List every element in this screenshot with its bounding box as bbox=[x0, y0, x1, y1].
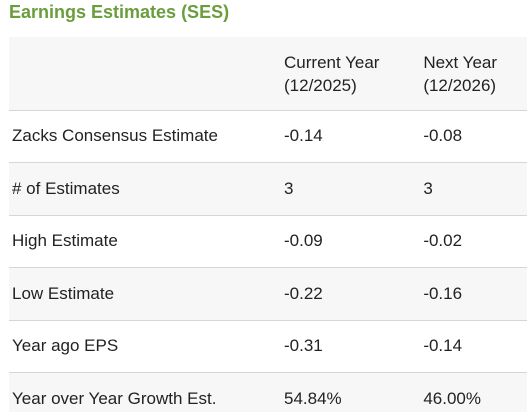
table-row: Year over Year Growth Est. 54.84% 46.00% bbox=[9, 372, 527, 412]
table-row: Zacks Consensus Estimate -0.14 -0.08 bbox=[9, 110, 527, 163]
row-label: High Estimate bbox=[12, 231, 118, 251]
current-year-value: -0.22 bbox=[284, 283, 323, 303]
next-year-value: 46.00% bbox=[423, 389, 481, 408]
header-current-year: Current Year (12/2025) bbox=[284, 37, 423, 110]
header-empty-cell bbox=[9, 37, 284, 110]
table-row: Low Estimate -0.22 -0.16 bbox=[9, 267, 527, 320]
table-row: # of Estimates 3 3 bbox=[9, 162, 527, 215]
next-year-value: -0.16 bbox=[423, 283, 463, 303]
current-year-value: -0.31 bbox=[284, 336, 323, 356]
table-body: Zacks Consensus Estimate -0.14 -0.08 # o… bbox=[9, 110, 527, 412]
table-row: High Estimate -0.09 -0.02 bbox=[9, 215, 527, 268]
widget-title: Earnings Estimates (SES) bbox=[9, 2, 230, 22]
next-year-value: -0.02 bbox=[423, 231, 463, 251]
current-year-value: -0.09 bbox=[284, 231, 323, 251]
header-current-year-period: (12/2025) bbox=[284, 76, 357, 96]
current-year-value: 3 bbox=[284, 178, 294, 198]
table-header: Current Year (12/2025) Next Year (12/202… bbox=[9, 37, 527, 110]
next-year-value: -0.08 bbox=[423, 126, 463, 146]
row-label: Year over Year Growth Est. bbox=[12, 389, 217, 408]
row-label: Year ago EPS bbox=[12, 336, 119, 356]
header-next-year-period: (12/2026) bbox=[423, 76, 497, 96]
current-year-value: -0.14 bbox=[284, 126, 323, 146]
header-next-year-label: Next Year bbox=[423, 53, 498, 73]
earnings-estimates-table: Current Year (12/2025) Next Year (12/202… bbox=[9, 37, 527, 412]
next-year-value: -0.14 bbox=[423, 336, 463, 356]
row-label: Zacks Consensus Estimate bbox=[12, 126, 218, 146]
header-current-year-label: Current Year bbox=[284, 53, 380, 73]
header-next-year: Next Year (12/2026) bbox=[423, 37, 527, 110]
row-label: Low Estimate bbox=[12, 283, 115, 303]
table-row: Year ago EPS -0.31 -0.14 bbox=[9, 320, 527, 373]
header-row: Current Year (12/2025) Next Year (12/202… bbox=[9, 37, 527, 110]
current-year-value: 54.84% bbox=[284, 389, 342, 408]
row-label: # of Estimates bbox=[12, 178, 120, 198]
next-year-value: 3 bbox=[423, 178, 433, 198]
